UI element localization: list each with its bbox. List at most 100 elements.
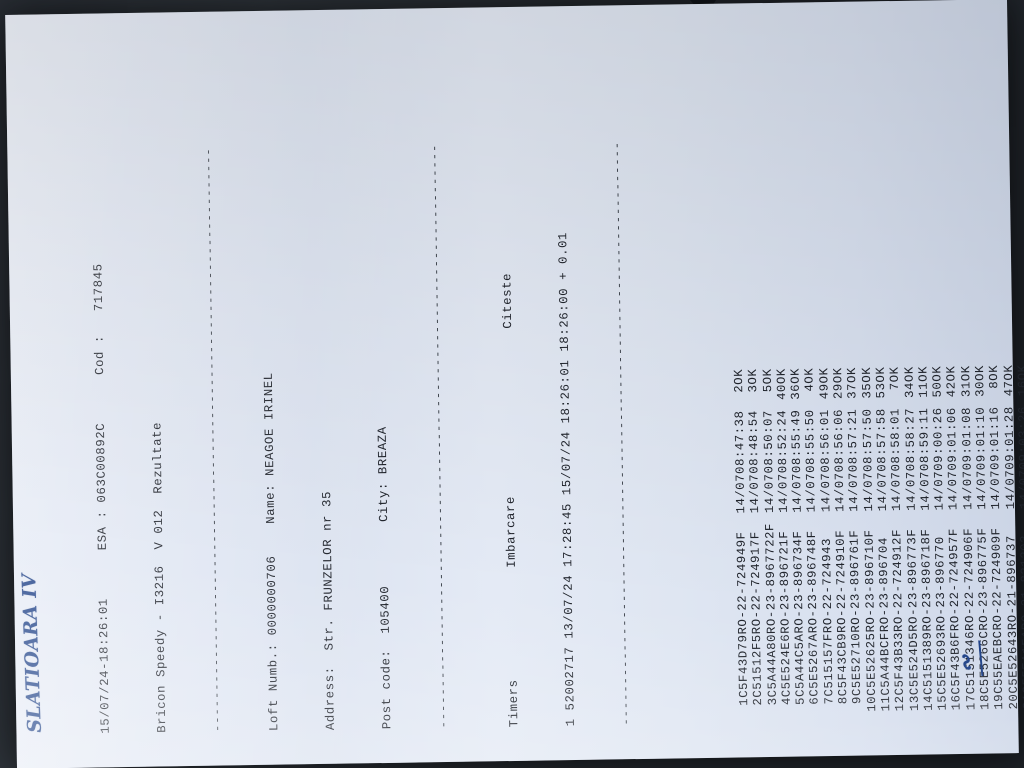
row-ring-number: 724912F (890, 528, 906, 585)
timer-read-time: 18:26:01 (557, 359, 573, 424)
post-code-label: Post code: (379, 649, 395, 730)
timers-col-citeste: Citeste (500, 272, 515, 329)
row-arrival-time: 08:55:50 (803, 409, 819, 473)
row-year: -22- (749, 586, 764, 619)
row-country: RO (778, 617, 793, 634)
timer-index: 1 (563, 718, 578, 727)
row-position: 37 (845, 382, 860, 399)
row-position: 35 (859, 382, 874, 399)
row-arrival-time: 08:57:21 (846, 408, 861, 473)
timer-read-date: 15/07/24 (558, 431, 574, 496)
timer-basket-time: 17:28:45 (560, 502, 575, 567)
row-ring-number: 896721F (777, 530, 792, 587)
row-position: 49 (817, 383, 832, 400)
row-position: 7 (888, 382, 903, 391)
divider-1: ----------------------------------------… (202, 147, 226, 732)
timer-serial: 52002717 (562, 646, 578, 711)
row-arrival-time: 08:48:54 (746, 410, 762, 474)
row-status: OK (987, 364, 1002, 381)
row-country: RO (891, 616, 907, 633)
row-chip-id: C5E52710 (849, 632, 865, 697)
row-index: 13 (907, 695, 922, 712)
row-year: -23- (806, 585, 821, 618)
row-year: -21- (1004, 582, 1020, 615)
row-position: 8 (987, 380, 1002, 389)
row-chip-id: C5A44C5A (792, 633, 808, 698)
row-year: -23- (763, 586, 779, 619)
row-ring-number: 831203 (1018, 534, 1024, 583)
row-position: 36 (788, 383, 804, 400)
row-status: OK (944, 365, 959, 382)
row-country: RO (735, 618, 751, 635)
row-country: RO (863, 616, 878, 633)
row-country: RO (750, 618, 765, 635)
row-status: OK (802, 367, 818, 384)
row-date: 14/07 (790, 472, 805, 513)
city-value: BREAZA (375, 426, 391, 475)
row-arrival-time: 09:00:26 (931, 407, 947, 471)
row-date: 14/07 (932, 470, 947, 511)
row-index: 4 (779, 697, 794, 706)
name-label: Name: (263, 483, 279, 524)
row-ring-number: 724909F (989, 527, 1005, 584)
timers-row: 1 52002717 13/07/24 17:28:45 15/07/24 18… (553, 36, 578, 727)
city-label: City: (376, 482, 392, 523)
row-ring-number: 896704 (876, 537, 892, 585)
row-year: -22- (735, 586, 750, 619)
header-datetime: 15/07/24-18:26:01 (96, 598, 113, 734)
row-chip-id: C5A44A80 (764, 633, 780, 698)
row-arrival-time: 08:57:58 (874, 408, 890, 472)
row-country: RO (906, 615, 921, 632)
row-arrival-time: 08:50:07 (760, 409, 776, 474)
row-chip-id: C5A44BCF (877, 632, 893, 696)
row-arrival-time: 09:03:26 (1016, 405, 1024, 470)
header-esa-value: 063C00892C (93, 422, 109, 503)
row-index: 6 (808, 696, 823, 705)
row-date: 14/07 (818, 472, 834, 513)
row-index: 20 (1006, 693, 1021, 710)
row-arrival-time: 08:58:27 (902, 407, 918, 472)
row-country: RO (948, 615, 963, 632)
row-date: 14/07 (761, 473, 777, 514)
row-ring-number: 896718F (918, 528, 934, 585)
row-year: -23- (905, 584, 920, 617)
row-year: -22- (948, 583, 963, 616)
row-status: OK (1015, 364, 1024, 381)
loft-number-line: Loft Numb.: 0000000706 Name: NEAGOE IRIN… (257, 41, 282, 732)
row-index: 10 (864, 695, 879, 712)
header-system-line: Bricon Speedy - I3216 V 012 Rezultate (150, 421, 169, 733)
row-year: -22- (891, 584, 906, 617)
row-chip-id: C5E52693 (934, 631, 950, 695)
row-country: RO (792, 617, 807, 634)
signature-stroke: ∾ (951, 637, 984, 677)
row-date: 14/07 (988, 469, 1004, 510)
row-ring-number: 724910F (833, 529, 849, 586)
row-date: 14/07 (875, 471, 890, 512)
row-date: 14/07 (889, 471, 905, 512)
row-index: 7 (822, 696, 837, 705)
row-chip-id: C5F43CB9 (835, 632, 851, 697)
row-country: RO (991, 614, 1006, 631)
row-status: OK (958, 365, 973, 382)
row-chip-id: C5F43D79 (736, 634, 752, 698)
post-code-value: 105400 (378, 585, 393, 634)
row-country: RO (877, 616, 892, 633)
row-country: RO (806, 617, 821, 634)
row-country: RO (764, 618, 779, 635)
row-status: OK (817, 367, 832, 384)
divider-3: ----------------------------------------… (610, 140, 634, 726)
row-index: 11 (878, 695, 894, 712)
row-status: OK (788, 367, 803, 384)
row-ring-number: 896737 (1004, 535, 1019, 583)
header-cod-value: 717845 (91, 263, 106, 312)
printout-content: 15/07/24-18:26:01 ESA : 063C00892C Cod :… (5, 0, 1024, 768)
row-status: OK (845, 366, 860, 384)
row-index: 1 (737, 697, 752, 706)
row-status: OK (859, 366, 874, 383)
row-arrival-time: 09:01:06 (945, 407, 961, 471)
row-chip-id: C5151389 (920, 631, 936, 696)
row-ring-number: 724949F (734, 531, 750, 588)
row-position: 40 (774, 383, 789, 401)
header-esa-label: ESA : (95, 510, 110, 551)
